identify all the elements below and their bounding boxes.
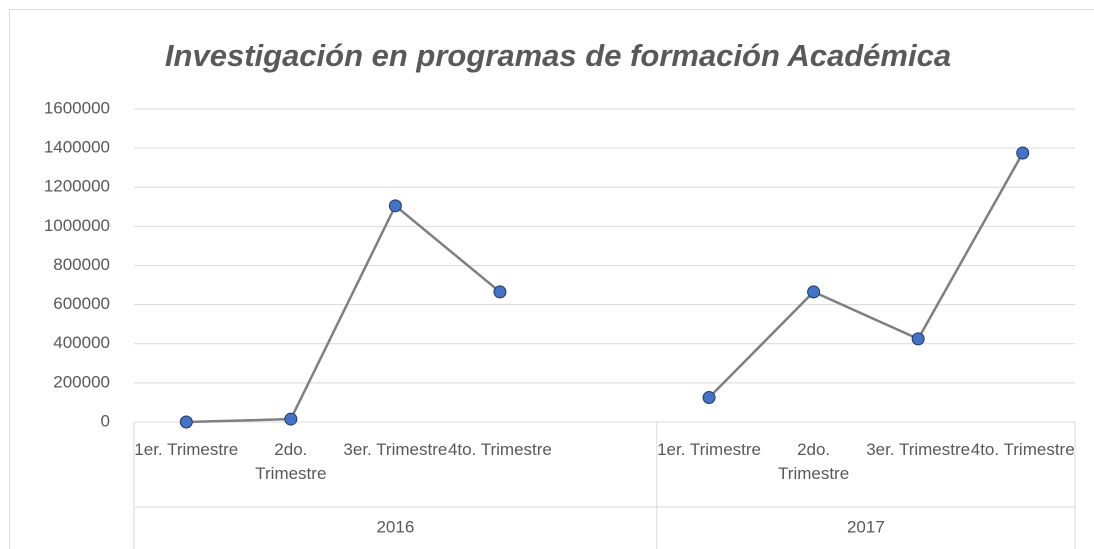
- chart-border: [9, 9, 1094, 549]
- y-tick-label: 400000: [53, 333, 110, 352]
- y-tick-label: 1400000: [44, 138, 110, 157]
- data-point: [493, 285, 507, 299]
- x-tick-label: 1er. Trimestre: [657, 440, 761, 459]
- y-tick-label: 200000: [53, 372, 110, 391]
- x-tick-label: 4to. Trimestre: [447, 440, 552, 459]
- data-point: [807, 285, 821, 299]
- chart-title: Investigación en programas de formación …: [165, 38, 951, 73]
- data-point: [702, 391, 716, 405]
- data-point: [911, 332, 925, 346]
- group-label: 2016: [376, 517, 414, 536]
- x-tick-label: 2do. Trimestre: [778, 440, 850, 483]
- series-line: [186, 152, 1024, 424]
- data-point: [284, 412, 298, 426]
- x-tick-label: 3er. Trimestre: [343, 440, 448, 459]
- data-point: [1016, 146, 1030, 160]
- y-tick-label: 800000: [53, 255, 110, 274]
- x-tick-label: 2do. Trimestre: [255, 440, 327, 483]
- x-tick-label: 3er. Trimestre: [866, 440, 971, 459]
- group-label: 2017: [847, 517, 885, 536]
- y-tick-label: 1600000: [44, 98, 110, 117]
- y-tick-label: 1200000: [44, 177, 110, 196]
- y-tick-label: 0: [101, 411, 110, 430]
- data-point: [388, 199, 402, 213]
- x-tick-label: 1er. Trimestre: [134, 440, 239, 459]
- y-tick-label: 1000000: [44, 216, 110, 235]
- data-point: [179, 415, 193, 429]
- y-tick-label: 600000: [53, 294, 110, 313]
- x-tick-label: 4to. Trimestre: [970, 440, 1075, 459]
